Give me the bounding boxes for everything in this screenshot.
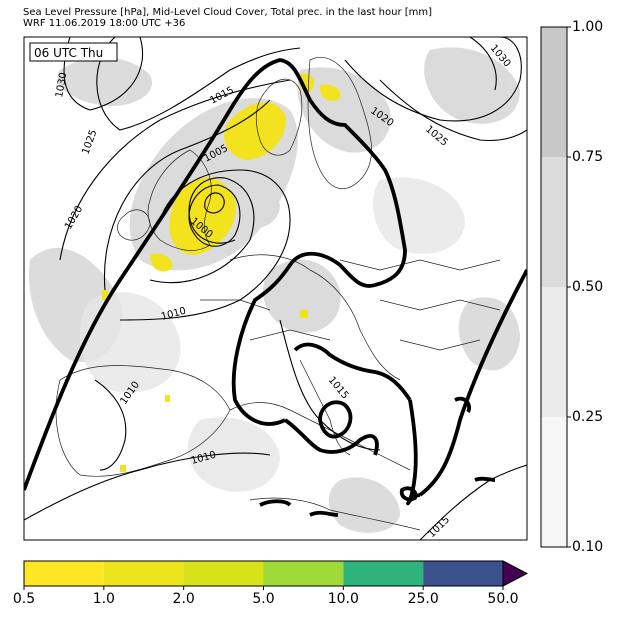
precip-colorbar-segment [343,561,424,586]
cloud-colorbar-segment [541,157,567,287]
precip-colorbar-segment [103,561,184,586]
cloud-cover-light-layer [79,177,465,492]
precip-colorbar-tick-label: 2.0 [172,591,195,607]
precip-colorbar-tick-label: 25.0 [407,591,439,607]
cloud-colorbar-segment [541,417,567,547]
cloud-colorbar-tick-label: 0.25 [572,409,604,425]
precip-colorbar-extend-arrow [502,560,529,587]
chart-title: Sea Level Pressure [hPa], Mid-Level Clou… [23,7,433,18]
precip-colorbar-tick-label: 0.5 [12,591,36,607]
precip-colorbar-segment [423,561,503,586]
cloud-colorbar-tick-label: 1.00 [572,19,604,35]
isobar-lines [24,37,527,540]
precip-colorbar-segment [263,561,344,586]
chart-subtitle: WRF 11.06.2019 18:00 UTC +36 [23,18,186,29]
cloud-colorbar-segment [541,27,567,157]
precip-colorbar-tick-label: 1.0 [92,591,115,607]
cloud-colorbar-tick-label: 0.50 [572,279,604,295]
precip-colorbar-tick-label: 10.0 [327,591,359,607]
precip-colorbar-tick-label: 5.0 [252,591,275,607]
map-frame [23,36,528,541]
cloud-cover-colorbar [540,26,571,548]
cloud-colorbar-segment [541,287,567,417]
isobar-label: 1030 [54,72,69,99]
cloud-colorbar-tick-label: 0.10 [572,539,604,555]
timestamp-label: 06 UTC Thu [34,46,103,60]
precipitation-layer [102,73,341,472]
cloud-colorbar-tick-label: 0.75 [572,149,604,165]
precip-colorbar-segment [183,561,264,586]
precipitation-colorbar [23,560,529,590]
bold-isobar-1015 [24,58,527,517]
precip-colorbar-tick-label: 50.0 [487,591,519,607]
precip-colorbar-segment [24,561,104,586]
timestamp-box [29,42,118,62]
